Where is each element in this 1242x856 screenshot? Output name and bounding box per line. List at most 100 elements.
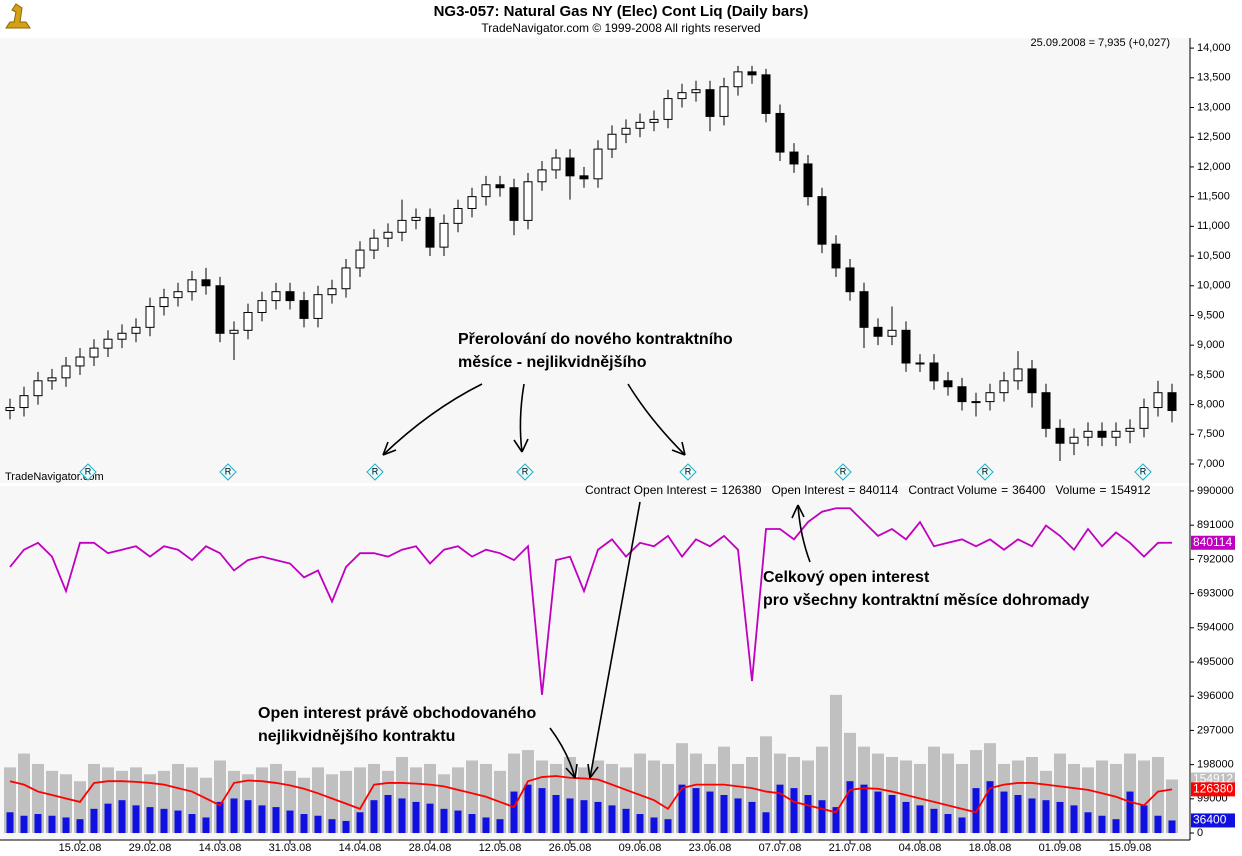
volume-bar: [1112, 819, 1120, 834]
legend-value: 154912: [1111, 483, 1151, 497]
x-tick-label: 01.09.08: [1039, 842, 1082, 854]
candle-body: [1055, 427, 1065, 444]
candle-body: [341, 267, 351, 290]
volume-bar: [930, 808, 938, 834]
arrow: [549, 727, 576, 779]
roll-marker-label: R: [982, 466, 989, 476]
candle-body: [89, 347, 99, 358]
x-tick-label: 28.04.08: [409, 842, 452, 854]
candle-body: [537, 169, 547, 183]
volume-bar: [846, 781, 854, 834]
volume-bar: [326, 774, 338, 834]
arrowhead: [382, 441, 397, 456]
volume-bar: [286, 810, 294, 834]
volume-bar: [244, 800, 252, 834]
logo: [5, 3, 31, 29]
candle-body: [691, 89, 701, 94]
volume-bar: [202, 817, 210, 834]
candle-body: [187, 279, 197, 293]
volume-bar: [956, 763, 968, 834]
volume-bar: [160, 808, 168, 834]
volume-bar: [942, 753, 954, 834]
volume-bar: [986, 781, 994, 834]
value-box: [1191, 782, 1235, 797]
annotation: pro všechny kontraktní měsíce dohromady: [763, 592, 1089, 609]
volume-bar: [482, 817, 490, 834]
candle-body: [1083, 430, 1093, 438]
x-tick-label: 09.06.08: [619, 842, 662, 854]
candle-body: [145, 306, 155, 328]
volume-bar: [760, 736, 772, 834]
value-box: [1191, 813, 1235, 828]
roll-marker-label: R: [840, 466, 847, 476]
candle-body: [481, 184, 491, 198]
candle-body: [579, 175, 589, 180]
candle-body: [75, 356, 85, 367]
annotation: měsíce - nejlikvidnějšího: [458, 354, 647, 371]
candle-body: [1097, 430, 1107, 438]
annotation: nejlikvidnějšího kontraktu: [258, 728, 455, 745]
volume-bar: [258, 805, 266, 834]
volume-bar: [790, 788, 798, 834]
candle-body: [1013, 368, 1023, 382]
volume-bar: [18, 753, 30, 834]
volume-bar: [720, 795, 728, 834]
x-tick-label: 14.03.08: [199, 842, 242, 854]
volume-bar: [454, 810, 462, 834]
volume-bar: [510, 791, 518, 834]
candle-body: [733, 71, 743, 88]
roll-marker-label: R: [1140, 466, 1147, 476]
x-tick-label: 12.05.08: [479, 842, 522, 854]
candle-body: [313, 294, 323, 319]
legend-label: Volume: [1055, 483, 1095, 497]
arrowhead: [791, 504, 805, 519]
y-tick-label: 8,000: [1197, 398, 1225, 410]
candle-body: [999, 380, 1009, 394]
volume-bar: [1154, 815, 1162, 834]
y-tick-label: 13,500: [1197, 72, 1231, 84]
y-tick-label: 7,500: [1197, 428, 1225, 440]
volume-bar: [6, 812, 14, 834]
volume-bar: [174, 810, 182, 834]
volume-bar: [648, 760, 660, 834]
volume-bar: [1126, 791, 1134, 834]
x-tick-label: 21.07.08: [829, 842, 872, 854]
volume-bar: [1070, 805, 1078, 834]
candle-body: [985, 392, 995, 403]
volume-bar: [748, 801, 756, 834]
candle-body: [285, 291, 295, 302]
y-tick-label: 10,000: [1197, 280, 1231, 292]
candle-body: [621, 127, 631, 135]
x-tick-label: 15.02.08: [59, 842, 102, 854]
x-tick-label: 23.06.08: [689, 842, 732, 854]
volume-bar: [230, 798, 238, 834]
volume-bar: [524, 784, 532, 834]
volume-bar: [622, 808, 630, 834]
volume-bar: [1084, 812, 1092, 834]
candle-body: [509, 187, 519, 221]
candle-body: [719, 86, 729, 117]
arrows: [382, 383, 811, 779]
volume-bar: [1166, 779, 1178, 834]
volume-bar: [118, 800, 126, 834]
candle-body: [761, 74, 771, 114]
volume-bar: [398, 798, 406, 834]
volume-bar: [830, 694, 842, 834]
candle-body: [411, 216, 421, 221]
arrowhead: [565, 763, 578, 779]
legend-separator: =: [1100, 483, 1107, 497]
arrowhead: [513, 438, 529, 453]
volume-bar: [496, 819, 504, 834]
volume-bar: [944, 814, 952, 834]
legend-separator: =: [848, 483, 855, 497]
volume-bar: [902, 801, 910, 834]
y-tick-label: 9,500: [1197, 309, 1225, 321]
candle-body: [1153, 392, 1163, 409]
legend-value: 36400: [1012, 483, 1046, 497]
candle-body: [159, 297, 169, 308]
candle-body: [845, 267, 855, 293]
volume-bar: [132, 805, 140, 834]
volume-bar: [662, 763, 674, 834]
